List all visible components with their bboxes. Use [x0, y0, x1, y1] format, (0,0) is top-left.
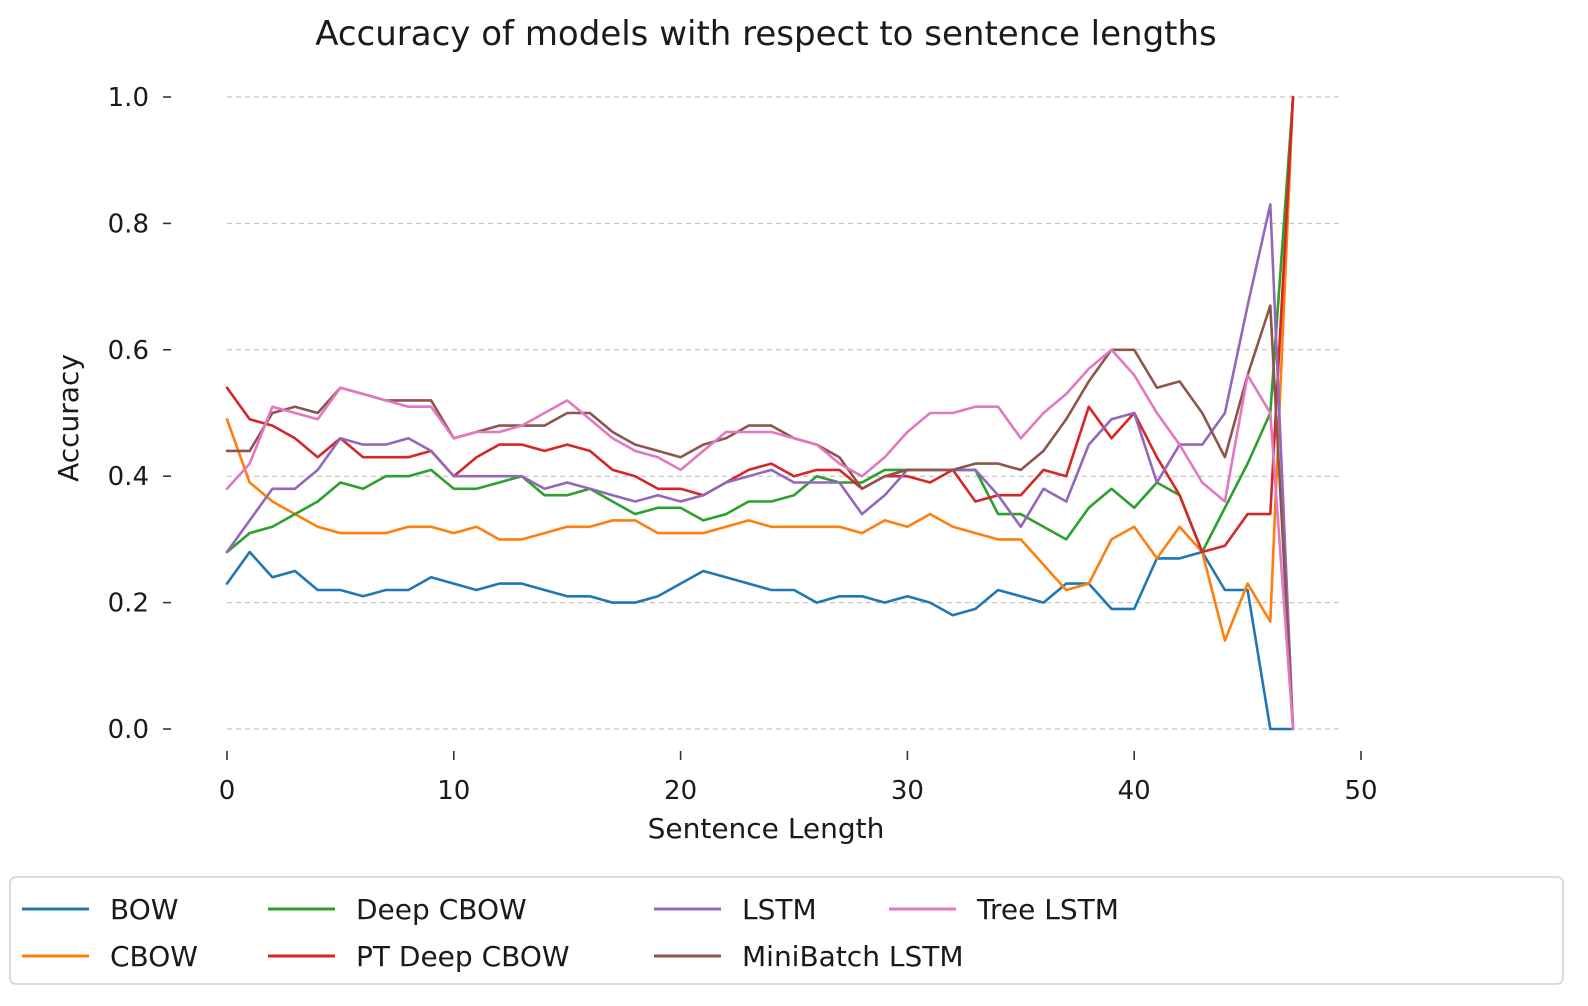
y-axis-label: Accuracy — [52, 354, 85, 482]
grid-lines — [227, 96, 1340, 730]
y-tick-label: 0.2 — [108, 589, 149, 619]
x-tick-label: 30 — [891, 776, 924, 806]
series-line-tree-lstm — [225, 348, 1295, 731]
legend-label: LSTM — [742, 893, 817, 926]
series-lines — [225, 95, 1295, 731]
chart-title: Accuracy of models with respect to sente… — [315, 14, 1217, 54]
x-tick-label: 0 — [219, 776, 236, 806]
y-axis: 0.0 0.2 0.4 0.6 0.8 1.0 — [108, 83, 171, 745]
x-axis-label: Sentence Length — [648, 812, 885, 845]
legend-label: Tree LSTM — [976, 893, 1119, 926]
series-line-lstm — [225, 203, 1295, 731]
series-line-minibatch-lstm — [225, 304, 1295, 731]
legend-label: BOW — [110, 893, 178, 926]
x-tick-label: 10 — [437, 776, 470, 806]
series-line-pt-deep-cbow — [225, 95, 1295, 554]
y-tick-label: 0.6 — [108, 336, 149, 366]
legend-label: CBOW — [110, 940, 198, 973]
x-axis: 0 10 20 30 40 50 — [219, 751, 1378, 806]
x-tick-label: 50 — [1344, 776, 1377, 806]
legend-items: BOW CBOW Deep CBOW PT Deep CBOW LSTM MiniBatc… — [22, 893, 1119, 973]
legend-label: MiniBatch LSTM — [742, 940, 963, 973]
legend-label: PT Deep CBOW — [356, 940, 570, 973]
legend-label: Deep CBOW — [356, 893, 527, 926]
y-tick-label: 1.0 — [108, 83, 149, 113]
series-line-bow — [225, 550, 1295, 731]
y-tick-label: 0.0 — [108, 715, 149, 745]
y-tick-label: 0.4 — [108, 462, 149, 492]
y-tick-label: 0.8 — [108, 209, 149, 239]
series-line-deep-cbow — [225, 95, 1295, 554]
legend: BOW CBOW Deep CBOW PT Deep CBOW LSTM MiniBatc… — [9, 876, 1564, 985]
x-tick-label: 20 — [664, 776, 697, 806]
series-line-cbow — [225, 95, 1295, 642]
x-tick-label: 40 — [1118, 776, 1151, 806]
legend-frame — [9, 876, 1564, 985]
